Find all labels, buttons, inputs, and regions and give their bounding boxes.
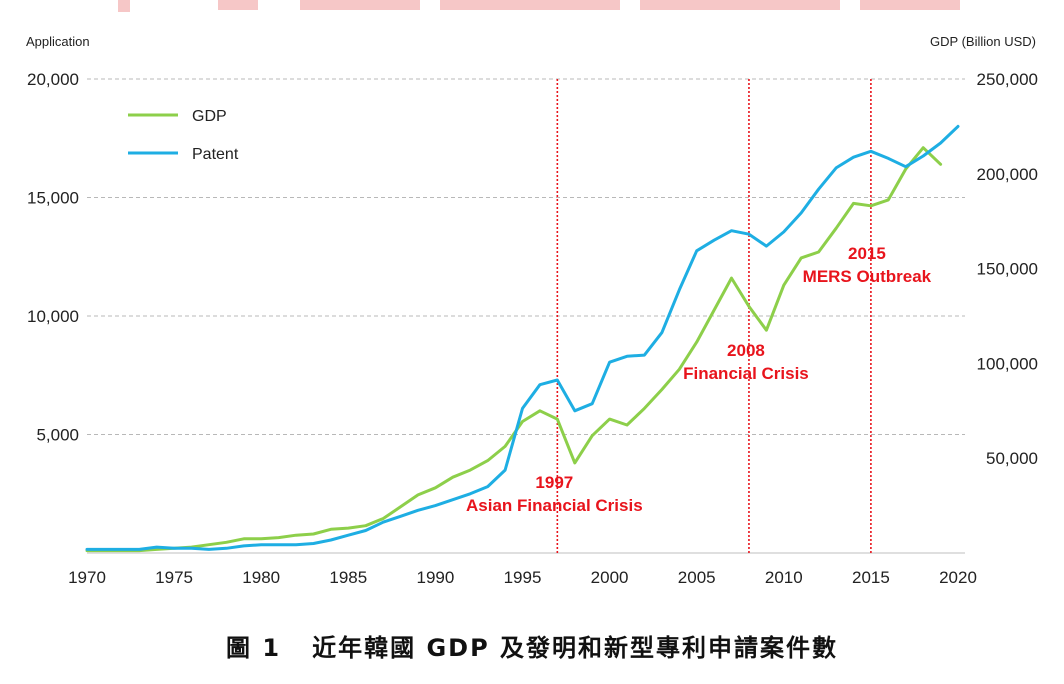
x-tick-label: 2020 <box>939 568 977 587</box>
x-tick-label: 1975 <box>155 568 193 587</box>
x-tick-label: 1980 <box>242 568 280 587</box>
right-tick-label: 150,000 <box>977 260 1038 279</box>
right-axis-title: GDP (Billion USD) <box>930 34 1036 49</box>
series-line-patent <box>85 124 960 551</box>
annotation-year: 1997 <box>535 473 573 492</box>
annotation-label: Asian Financial Crisis <box>466 496 643 515</box>
figure-title: 近年韓國 GDP 及發明和新型專利申請案件數 <box>312 634 839 662</box>
right-tick-label: 250,000 <box>977 70 1038 89</box>
crisis-lines <box>556 79 872 553</box>
left-tick-label: 15,000 <box>27 189 79 208</box>
x-tick-label: 1990 <box>416 568 454 587</box>
x-tick-label: 1995 <box>504 568 542 587</box>
annotation-year: 2008 <box>727 341 765 360</box>
left-tick-label: 20,000 <box>27 70 79 89</box>
figure-caption: 圖 1 近年韓國 GDP 及發明和新型專利申請案件數 <box>0 628 1064 663</box>
right-tick-label: 200,000 <box>977 165 1038 184</box>
right-tick-label: 50,000 <box>986 449 1038 468</box>
x-tick-label: 2000 <box>591 568 629 587</box>
x-tick-label: 2010 <box>765 568 803 587</box>
annotation-year: 2015 <box>848 244 886 263</box>
left-tick-label: 10,000 <box>27 307 79 326</box>
legend: GDP Patent <box>128 108 239 163</box>
legend-label-gdp: GDP <box>192 108 227 125</box>
annotations: 1997 Asian Financial Crisis 2008 Financial … <box>466 244 932 515</box>
legend-label-patent: Patent <box>192 146 239 163</box>
left-tick-label: 5,000 <box>36 426 79 445</box>
annotation-label: Financial Crisis <box>683 364 809 383</box>
right-tick-label: 100,000 <box>977 354 1038 373</box>
x-tick-label: 2005 <box>678 568 716 587</box>
figure-label: 圖 1 <box>225 634 282 662</box>
x-tick-label: 2015 <box>852 568 890 587</box>
series-line-gdp <box>85 146 943 553</box>
annotation-label: MERS Outbreak <box>803 267 932 286</box>
top-banner-remnant <box>118 0 960 12</box>
left-axis-title: Application <box>26 34 90 49</box>
grid <box>87 78 965 554</box>
right-axis-ticks: 50,000 100,000 150,000 200,000 250,000 <box>977 70 1038 468</box>
left-axis-ticks: 5,000 10,000 15,000 20,000 <box>27 70 79 445</box>
x-axis-ticks: 1970 1975 1980 1985 1990 1995 2000 2005 2010 2015… <box>68 568 977 587</box>
chart: Application GDP (Billion USD) 5,000 10,00… <box>26 0 1038 587</box>
x-tick-label: 1970 <box>68 568 106 587</box>
series-lines <box>85 124 960 553</box>
x-tick-label: 1985 <box>329 568 367 587</box>
